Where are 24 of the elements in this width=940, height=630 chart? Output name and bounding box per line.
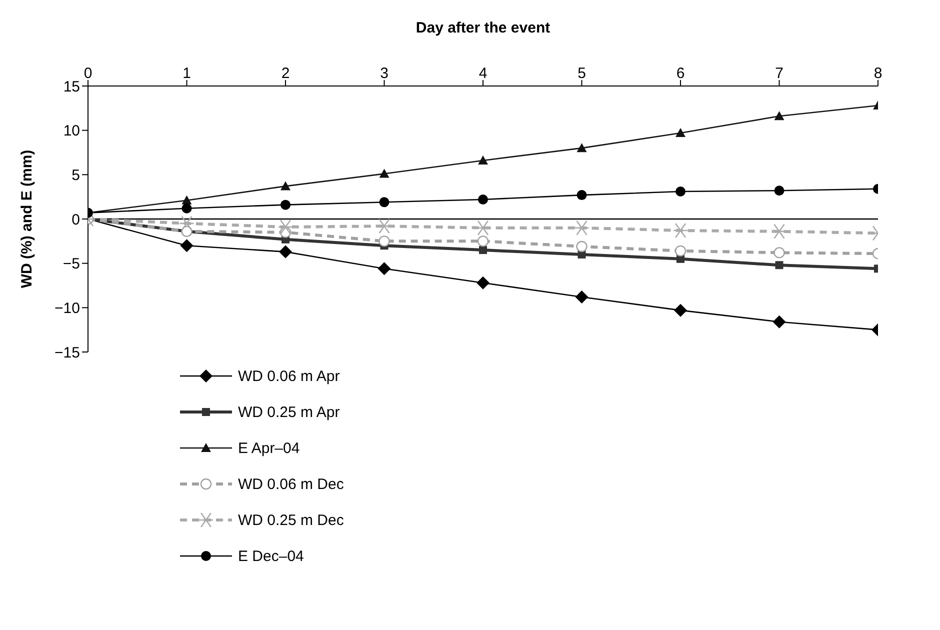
- y-tick-label: 0: [72, 211, 80, 228]
- y-tick-label: 10: [63, 122, 80, 140]
- y-tick-label: 15: [63, 78, 80, 96]
- legend-label: WD 0.25 m Dec: [238, 512, 344, 528]
- legend-label: WD 0.06 m Apr: [238, 368, 340, 384]
- x-tick-label: 7: [775, 65, 784, 82]
- legend-label: E Dec–04: [238, 548, 304, 564]
- y-tick-label: −5: [62, 256, 80, 273]
- x-tick-label: 5: [578, 65, 586, 82]
- x-tick-label: 1: [182, 65, 191, 82]
- x-axis-title: Day after the event: [416, 20, 550, 37]
- legend-label: WD 0.25 m Apr: [238, 404, 340, 420]
- x-tick-label: 6: [676, 65, 685, 82]
- legend-label: E Apr–04: [238, 440, 300, 456]
- y-axis-title: WD (%) and E (mm): [18, 150, 36, 288]
- x-tick-label: 0: [84, 65, 92, 82]
- x-tick-label: 4: [478, 65, 488, 82]
- x-tick-label: 8: [874, 65, 882, 82]
- y-tick-label: −10: [54, 300, 80, 317]
- y-tick-label: 5: [72, 166, 80, 184]
- legend-label: WD 0.06 m Dec: [238, 476, 344, 492]
- y-tick-label: −15: [54, 344, 80, 362]
- x-tick-label: 3: [380, 65, 388, 82]
- x-tick-label: 2: [281, 65, 290, 82]
